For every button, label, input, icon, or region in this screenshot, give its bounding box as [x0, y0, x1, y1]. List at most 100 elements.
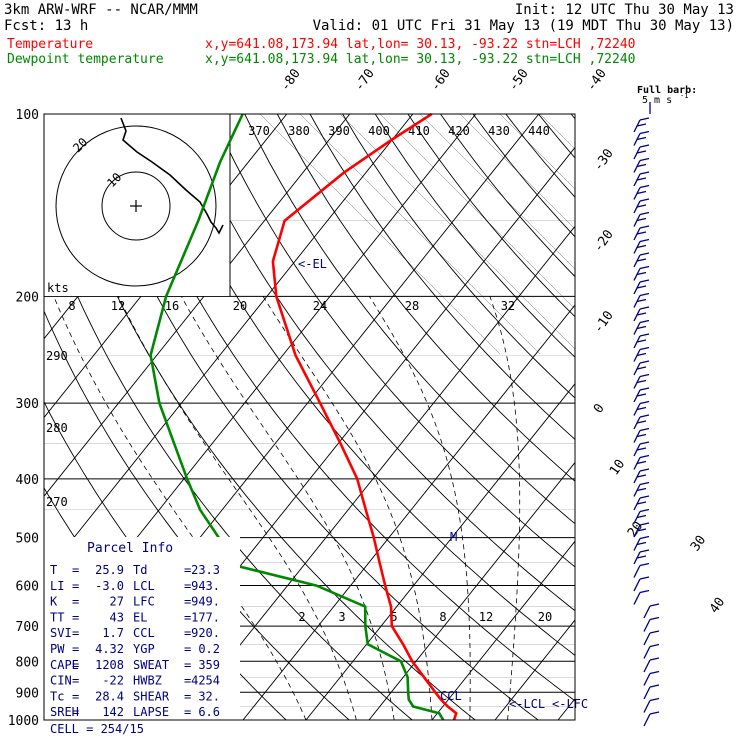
parcel-key: EL	[133, 610, 147, 624]
mixing-ratio-label: 8	[68, 299, 75, 313]
parcel-info-row: Tc 28.4 SHEAR 32. = =	[50, 689, 220, 703]
wind-barb	[633, 306, 650, 322]
pressure-tick-label: 500	[16, 532, 39, 547]
parcel-info-row: K 27 LFC 949.= =	[50, 595, 220, 609]
parcel-key: T	[50, 563, 57, 577]
dry-adiabat-line	[407, 114, 575, 318]
isotherm-line	[368, 461, 575, 720]
parcel-cell: CELL = 254/15	[50, 722, 144, 736]
parcel-eq: =	[72, 642, 79, 656]
isotherm-tick-label: 0	[591, 401, 608, 416]
parcel-key: CAPE	[50, 658, 79, 672]
dry-adiabat-line	[342, 114, 575, 399]
mixing-ratio-label: 12	[479, 610, 493, 624]
wind-barb	[633, 508, 650, 524]
wind-barb	[633, 400, 650, 416]
wind-barb	[633, 252, 650, 268]
parcel-info-row: T 25.9 Td 23.3= =	[50, 563, 220, 577]
parcel-key: HWBZ	[133, 674, 162, 688]
lcl-marker: <-LCL	[509, 697, 545, 711]
parcel-eq: =	[72, 563, 79, 577]
init-time: Init: 12 UTC Thu 30 May 13	[515, 2, 734, 18]
wind-barb	[633, 157, 650, 173]
wind-barb	[633, 589, 650, 605]
wind-barb	[633, 184, 650, 200]
isotherm-tick-label: -50	[506, 66, 532, 94]
plot-frame	[43, 113, 576, 721]
hodograph-ring-outer	[55, 125, 217, 287]
mixing-ratio-label: 16	[165, 299, 179, 313]
theta-e-label: 420	[448, 124, 470, 138]
isotherm-tick-label: -60	[428, 66, 454, 94]
isotherm-line	[494, 619, 575, 720]
wind-barb	[633, 414, 650, 430]
parcel-value: 177.	[191, 610, 220, 624]
parcel-info-row: SVI 1.7 CCL 920.= =	[50, 626, 220, 640]
mixing-ratio-label: 12	[111, 299, 125, 313]
isotherm-tick-label: 30	[688, 533, 709, 554]
isotherm-line	[44, 114, 414, 576]
el-marker: <-EL	[298, 257, 327, 271]
wind-legend-line2: 5 m s	[642, 95, 672, 106]
wind-barb	[633, 265, 650, 281]
parcel-key: YGP	[133, 642, 155, 656]
hodograph-trace	[120, 117, 224, 235]
parcel-eq: =	[184, 642, 191, 656]
parcel-eq: =	[72, 579, 79, 593]
dry-adiabat-line	[113, 114, 575, 702]
wind-barb	[633, 522, 650, 538]
parcel-value: -22	[102, 674, 124, 688]
parcel-value: 27	[110, 595, 124, 609]
ccl-marker: CCL	[440, 689, 462, 703]
wind-barb	[633, 279, 650, 295]
parcel-eq: =	[72, 674, 79, 688]
wind-barb	[643, 711, 660, 727]
isotherm-tick-label: 10	[607, 457, 628, 478]
wind-barb	[643, 684, 660, 700]
wind-barb	[633, 171, 650, 187]
wind-barbs	[633, 102, 660, 727]
parcel-value: 142	[102, 705, 124, 719]
isotherm-tick-label: -20	[591, 227, 617, 255]
dry-adiabat-line	[48, 114, 476, 720]
wind-barb	[633, 576, 650, 592]
theta-e-label: 370	[248, 124, 270, 138]
dry-adiabat-line	[309, 114, 575, 441]
isotherm-tick-label: -70	[352, 66, 378, 94]
theta-e-label: 380	[288, 124, 310, 138]
forecast-hour: Fcst: 13 h	[4, 18, 88, 34]
isotherm-line	[179, 225, 575, 720]
parcel-info-row: CAPE 1208 SWEAT 359 = =	[50, 658, 220, 672]
parcel-key: Tc	[50, 689, 64, 703]
wind-barb	[633, 427, 650, 443]
parcel-info-row: SREH 142 LAPSE 6.6 = =	[50, 705, 220, 719]
wind-barb	[633, 225, 650, 241]
parcel-info-panel: Parcel Info T 25.9 Td 23.3= =LI -3.0 LCL 943.= =…	[44, 537, 240, 736]
parcel-info-row: TT 43 EL 177.= =	[50, 610, 220, 624]
parcel-eq: =	[184, 595, 191, 609]
dry-adiabat-line	[244, 114, 575, 525]
mixing-ratio-label: 28	[405, 299, 419, 313]
theta-e-line	[419, 114, 575, 270]
wind-barb	[643, 670, 660, 686]
wind-barb	[643, 657, 660, 673]
theta-e-line	[539, 114, 575, 150]
wind-barb	[643, 603, 660, 619]
theta-e-label: 440	[528, 124, 550, 138]
parcel-key: CCL	[133, 626, 155, 640]
dry-adiabat-line	[211, 114, 575, 568]
pressure-tick-label: 800	[16, 655, 39, 670]
parcel-key: SHEAR	[133, 689, 170, 703]
parcel-eq: =	[72, 705, 79, 719]
isotherm-line	[621, 114, 740, 720]
parcel-value: 920.	[191, 626, 220, 640]
temperature-location-info: x,y=641.08,173.94 lat,lon= 30.13, -93.22…	[205, 37, 635, 52]
wind-barb	[633, 549, 650, 565]
dewpoint-profile	[149, 113, 445, 721]
moist-adiabat-line	[369, 296, 471, 720]
dry-adiabat-line	[178, 114, 575, 612]
wind-barb	[633, 333, 650, 349]
parcel-eq: =	[184, 705, 191, 719]
mixing-ratio-label: 32	[501, 299, 515, 313]
